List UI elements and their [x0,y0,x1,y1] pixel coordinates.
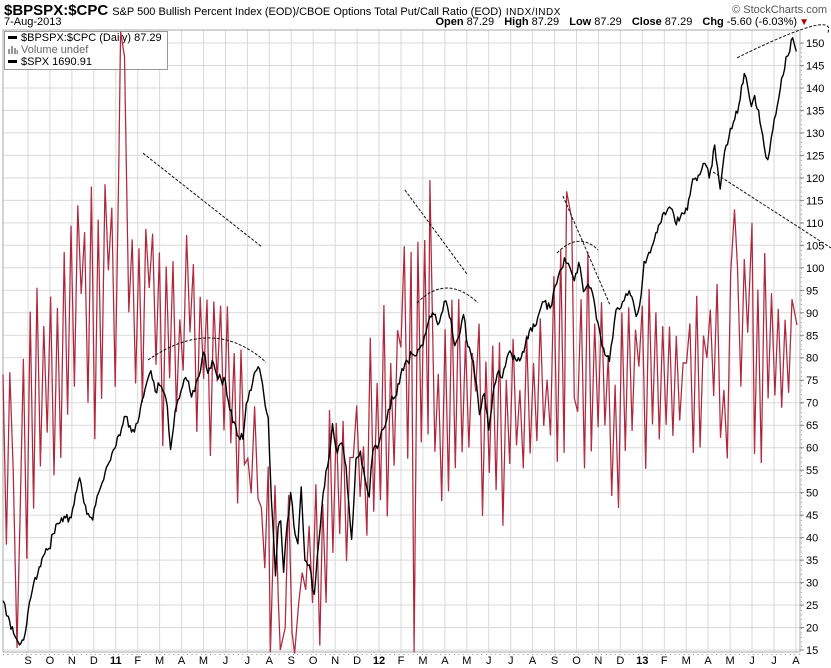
ratio-series-line [2,31,798,654]
svg-text:M: M [682,655,691,667]
svg-text:130: 130 [806,128,824,140]
legend-row-spx: $SPX 1690.91 [8,56,162,68]
svg-text:60: 60 [806,443,818,455]
svg-text:40: 40 [806,533,818,545]
legend-ratio-label: $BPSPX:$CPC (Daily) 87.29 [21,32,162,44]
svg-text:115: 115 [806,195,824,207]
svg-text:S: S [288,655,295,667]
svg-text:95: 95 [806,285,818,297]
svg-text:12: 12 [373,655,385,667]
legend-spx-label: $SPX 1690.91 [21,56,92,68]
svg-text:F: F [661,655,668,667]
svg-text:A: A [266,655,274,667]
svg-text:13: 13 [636,655,648,667]
svg-text:J: J [508,655,514,667]
svg-text:135: 135 [806,105,824,117]
ohlc-quote-row: Open 87.29 High 87.29 Low 87.29 Close 87.29 … [428,16,809,28]
svg-text:D: D [353,655,361,667]
svg-text:20: 20 [806,623,818,635]
svg-text:O: O [46,655,55,667]
svg-text:145: 145 [806,61,824,73]
svg-text:11: 11 [110,655,122,667]
copyright-label: © StockCharts.com [732,4,827,16]
svg-text:S: S [24,655,31,667]
x-axis-labels: S O N D 11 F M A M J J A S O N D 12 F M A M J J A S O N D 13 F M A M J J A [24,655,800,667]
svg-text:50: 50 [806,488,818,500]
svg-text:140: 140 [806,83,824,95]
spx-series-line [2,37,797,646]
svg-text:85: 85 [806,330,818,342]
legend-row-volume: Volume undef [8,44,162,56]
svg-text:S: S [551,655,558,667]
svg-text:M: M [726,655,735,667]
svg-text:A: A [704,655,712,667]
spx-line-swatch-icon [8,60,17,63]
svg-text:35: 35 [806,555,818,567]
svg-text:J: J [749,655,755,667]
svg-text:O: O [309,655,318,667]
svg-text:70: 70 [806,398,818,410]
svg-text:55: 55 [806,465,818,477]
svg-text:30: 30 [806,578,818,590]
svg-text:M: M [155,655,164,667]
svg-text:A: A [529,655,537,667]
high-value: 87.29 [531,16,560,28]
svg-text:M: M [418,655,427,667]
svg-text:150: 150 [806,38,824,50]
svg-text:M: M [462,655,471,667]
svg-text:N: N [68,655,76,667]
svg-text:90: 90 [806,308,818,320]
svg-text:110: 110 [806,218,824,230]
y-axis-labels: 150 145 140 135 130 125 120 115 110 105 100 95 90 85 8… [806,38,824,657]
chart-date: 7-Aug-2013 [4,16,62,28]
svg-text:15: 15 [806,645,818,657]
svg-text:45: 45 [806,510,818,522]
svg-text:D: D [616,655,624,667]
exchange-label: INDX/INDX [505,7,561,18]
open-value: 87.29 [466,16,495,28]
svg-text:A: A [178,655,186,667]
svg-text:65: 65 [806,420,818,432]
svg-text:M: M [199,655,208,667]
svg-text:A: A [792,655,800,667]
svg-text:F: F [134,655,141,667]
svg-text:D: D [90,655,98,667]
svg-text:25: 25 [806,600,818,612]
high-label: High [504,16,529,28]
symbol-description: S&P 500 Bullish Percent Index (EOD)/CBOE… [112,6,502,18]
svg-text:120: 120 [806,173,824,185]
svg-text:N: N [594,655,602,667]
svg-text:J: J [486,655,492,667]
legend-box: $BPSPX:$CPC (Daily) 87.29 Volume undef $… [4,31,168,70]
legend-row-ratio: $BPSPX:$CPC (Daily) 87.29 [8,32,162,44]
volume-bars-icon [8,46,18,54]
svg-text:100: 100 [806,263,824,275]
close-value: 87.29 [664,16,693,28]
svg-text:105: 105 [806,240,824,252]
svg-text:125: 125 [806,150,824,162]
svg-text:J: J [245,655,251,667]
svg-text:A: A [441,655,449,667]
svg-text:75: 75 [806,375,818,387]
svg-text:80: 80 [806,353,818,365]
low-value: 87.29 [594,16,622,28]
symbol-title: $BPSPX:$CPC [4,2,109,19]
low-label: Low [569,16,592,28]
chg-label: Chg [702,16,724,28]
svg-text:J: J [223,655,229,667]
chg-down-arrow-icon: ▼ [799,17,809,28]
close-label: Close [631,16,662,28]
legend-volume-label: Volume undef [21,44,89,56]
open-label: Open [435,16,464,28]
ratio-line-swatch-icon [8,36,17,39]
svg-text:N: N [331,655,339,667]
trendline-annotations [142,24,831,363]
chart-header: $BPSPX:$CPC S&P 500 Bullish Percent Index… [4,2,561,20]
svg-text:F: F [398,655,405,667]
svg-text:O: O [572,655,581,667]
svg-text:J: J [771,655,777,667]
chg-value: -5.60 (-6.03%) [726,16,798,28]
